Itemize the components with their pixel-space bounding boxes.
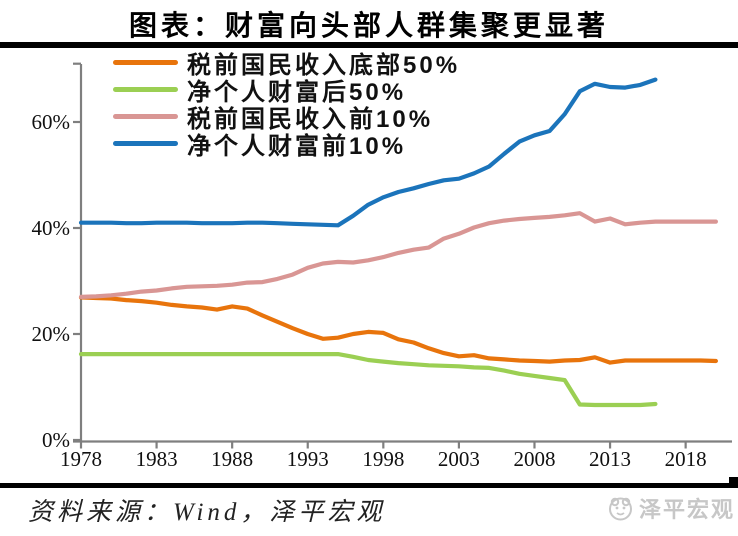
legend-swatch-wealth-top10: [113, 141, 178, 146]
y-axis-label: 40%: [32, 216, 71, 240]
series-line: [78, 77, 658, 228]
axis-labels: 0% 20% 40% 60% 1978 1983 1988 1993 1998 2003 2008 2…: [32, 110, 707, 471]
watermark-label: 泽平宏观: [638, 497, 735, 522]
top-divider: [0, 42, 738, 48]
bottom-divider: [0, 483, 738, 488]
x-axis-label: 2013: [589, 447, 631, 471]
legend-swatch-income-bottom50: [113, 60, 178, 65]
chart-legend: 税前国民收入底部50% 净个人财富后50% 税前国民收入前10% 净个人财富前1…: [113, 49, 460, 160]
x-axis-label: 1983: [136, 447, 178, 471]
legend-item: 净个人财富前10%: [113, 130, 460, 160]
legend-item: 税前国民收入底部50%: [113, 49, 460, 79]
y-axis-label: 60%: [32, 110, 71, 134]
legend-label: 净个人财富后50%: [187, 79, 407, 106]
x-axis-label: 2003: [438, 447, 480, 471]
y-axis-label: 0%: [42, 428, 70, 452]
x-axis-label: 2008: [513, 447, 555, 471]
x-axis-label: 1988: [211, 447, 253, 471]
x-axis-label: 1978: [60, 447, 102, 471]
bottom-divider-notch: [729, 477, 738, 484]
x-axis-label: 1998: [362, 447, 404, 471]
legend-swatch-wealth-bottom50: [113, 87, 178, 92]
series-line: [78, 295, 719, 365]
zeping-logo-icon: [608, 497, 632, 520]
axes: [73, 62, 732, 449]
series-line: [78, 352, 658, 408]
x-axis-label: 2018: [665, 447, 707, 471]
x-axis-label: 1993: [287, 447, 329, 471]
legend-item: 税前国民收入前10%: [113, 103, 460, 133]
legend-label: 税前国民收入前10%: [187, 106, 434, 133]
legend-label: 税前国民收入底部50%: [187, 52, 461, 79]
y-axis-label: 20%: [32, 322, 71, 346]
legend-item: 净个人财富后50%: [113, 76, 460, 106]
chart-title: 图表：财富向头部人群集聚更显著: [128, 11, 609, 42]
legend-label: 净个人财富前10%: [187, 133, 407, 160]
series-line: [78, 211, 719, 299]
watermark: 泽平宏观: [607, 492, 735, 524]
legend-swatch-income-top10: [113, 114, 178, 119]
source-note: 资料来源：Wind，泽平宏观: [28, 499, 386, 526]
